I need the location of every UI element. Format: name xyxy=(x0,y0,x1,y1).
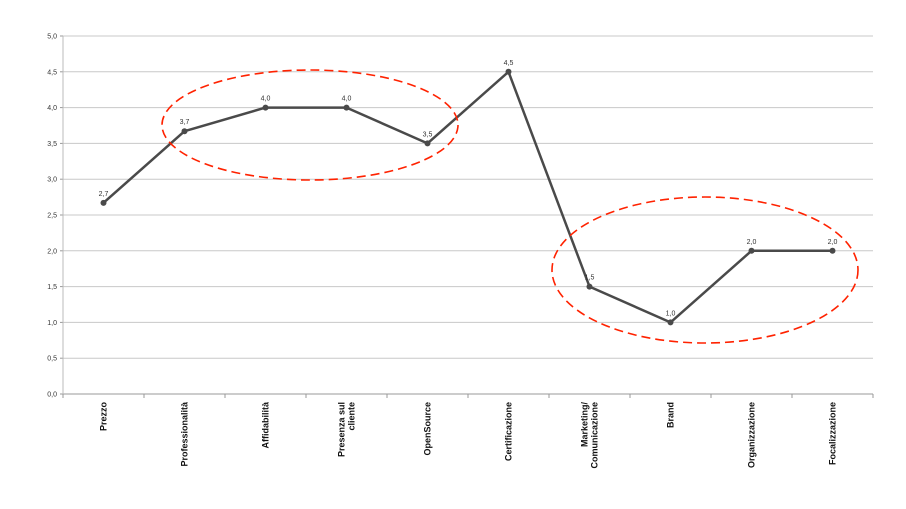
y-tick-label: 4,0 xyxy=(47,105,57,112)
data-point xyxy=(667,319,674,326)
data-label: 4,0 xyxy=(342,96,352,103)
data-label: 2,0 xyxy=(828,239,838,246)
data-point xyxy=(181,128,188,135)
x-category-label: Prezzo xyxy=(99,402,109,432)
y-axis: 0,0 0,5 1,0 1,5 2,0 2,5 3,0 3,5 4,0 4,5 5,0 xyxy=(47,34,64,399)
data-point xyxy=(262,104,269,111)
y-tick-label: 1,5 xyxy=(47,284,57,291)
data-point xyxy=(505,68,512,75)
y-tick-label: 2,5 xyxy=(47,213,57,220)
data-label: 4,0 xyxy=(261,96,271,103)
x-category-label: Certificazione xyxy=(504,402,514,461)
x-category-label: Presenza sul xyxy=(337,402,347,457)
data-label: 1,5 xyxy=(585,275,595,282)
x-category-label: Brand xyxy=(666,402,676,428)
highlight-ellipse xyxy=(161,69,459,181)
data-label: 4,5 xyxy=(504,60,514,67)
x-category-label: OpenSource xyxy=(423,402,433,456)
x-category-label: cliente xyxy=(347,402,357,431)
series-line-path xyxy=(102,70,833,324)
data-point xyxy=(424,140,431,147)
data-label: 3,7 xyxy=(180,119,190,126)
y-tick-label: 0,0 xyxy=(47,392,57,399)
highlight-ellipse xyxy=(551,196,859,344)
data-point xyxy=(586,283,593,290)
y-tick-label: 3,0 xyxy=(47,177,57,184)
data-point xyxy=(829,247,836,254)
data-label: 3,5 xyxy=(423,131,433,138)
data-point xyxy=(100,199,107,206)
data-label: 2,0 xyxy=(747,239,757,246)
x-category-label: Organizzazione xyxy=(747,402,757,468)
y-tick-label: 4,5 xyxy=(47,69,57,76)
x-axis: Prezzo Professionalità Affidabilità Presenz… xyxy=(62,394,874,469)
annotations xyxy=(161,69,859,344)
gridlines xyxy=(63,35,873,395)
x-category-label: Marketing/ xyxy=(580,402,590,448)
x-category-label: Professionalità xyxy=(180,401,190,467)
x-category-label: Comunicazione xyxy=(590,402,600,469)
data-label: 2,7 xyxy=(99,191,109,198)
data-label: 1,0 xyxy=(666,310,676,317)
y-tick-label: 1,0 xyxy=(47,320,57,327)
y-tick-label: 2,0 xyxy=(47,248,57,255)
y-tick-label: 5,0 xyxy=(47,34,57,41)
series-line: 2,7 3,7 4,0 4,0 3,5 4,5 1,5 1,0 2,0 2,0 xyxy=(99,60,838,326)
x-category-label: Affidabilità xyxy=(261,401,271,448)
y-tick-label: 3,5 xyxy=(47,141,57,148)
data-point xyxy=(748,247,755,254)
x-category-label: Focalizzazione xyxy=(828,402,838,465)
y-tick-label: 0,5 xyxy=(47,356,57,363)
data-point xyxy=(343,104,350,111)
